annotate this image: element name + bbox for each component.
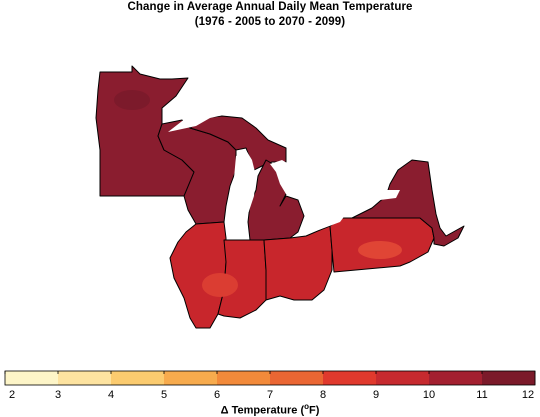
colorbar-segment	[429, 371, 483, 385]
warm-patch	[358, 241, 402, 259]
colorbar-segment	[376, 371, 430, 385]
colorbar-tick-label: 12	[521, 389, 535, 401]
warm-patch	[202, 273, 238, 297]
colorbar-tick-label: 9	[372, 389, 380, 401]
lake-michigan	[234, 150, 256, 236]
colorbar-segment	[164, 371, 218, 385]
colorbar-tick-label: 6	[213, 389, 221, 401]
map-title-line1: Change in Average Annual Daily Mean Temp…	[127, 1, 413, 13]
cool-patch	[114, 90, 150, 110]
lake-superior	[168, 92, 262, 132]
state-new-york	[351, 159, 465, 247]
colorbar-segment	[323, 371, 377, 385]
colorbar-tick-label: 4	[107, 389, 115, 401]
colorbar-tick-label: 8	[319, 389, 327, 401]
colorbar-tick-label: 2	[8, 389, 16, 401]
colorbar-segment	[482, 371, 536, 385]
map-title-line2: (1976 - 2005 to 2070 - 2099)	[194, 16, 346, 28]
colorbar-segment	[270, 371, 324, 385]
state-michigan-upper	[189, 115, 287, 171]
colorbar-tick-label: 3	[54, 389, 62, 401]
lake-ontario	[372, 190, 400, 200]
colorbar-segment	[217, 371, 271, 385]
lake-huron	[270, 160, 296, 196]
colorbar-tick-label: 10	[422, 389, 436, 401]
state-ohio	[263, 225, 333, 301]
colorbar-tick-label: 11	[476, 389, 488, 401]
lake-erie	[300, 214, 346, 234]
colorbar-segment	[111, 371, 165, 385]
colorbar-tick-label: 7	[266, 389, 274, 401]
colorbar-segment	[5, 371, 59, 385]
colorbar-label: Δ Temperature (oF)	[220, 402, 320, 417]
colorbar-segment	[58, 371, 112, 385]
colorbar-tick-label: 5	[160, 389, 168, 401]
